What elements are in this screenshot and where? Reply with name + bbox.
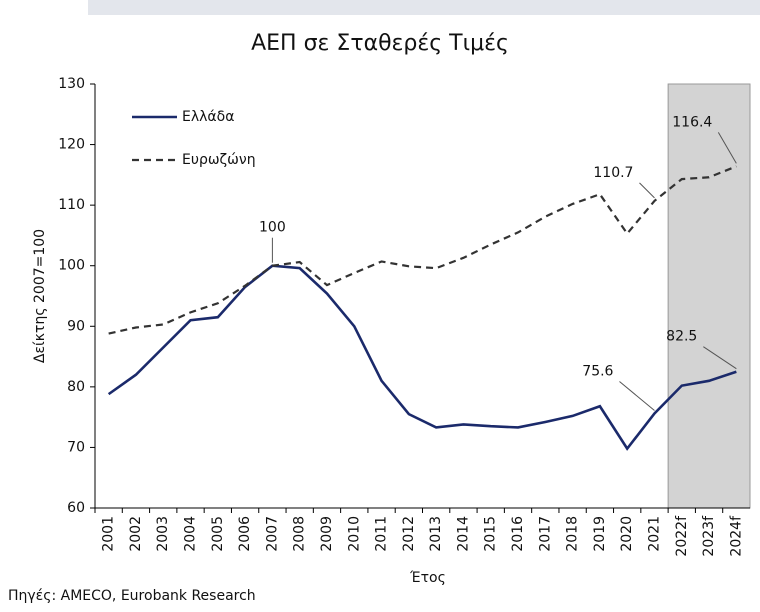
x-tick-group: 2014	[455, 516, 471, 552]
x-tick-group: 2022f	[674, 515, 690, 557]
x-tick-group: 2018	[565, 516, 581, 552]
y-tick-label: 70	[67, 439, 85, 455]
annotation: 82.5	[666, 329, 697, 345]
x-tick-group: 2006	[237, 516, 253, 552]
x-tick-label: 2008	[292, 516, 308, 552]
x-tick-label: 2009	[319, 516, 335, 552]
legend-label: Ευρωζώνη	[182, 152, 256, 168]
x-tick-label: 2011	[374, 516, 390, 552]
series-line	[107, 264, 737, 451]
x-tick-label: 2018	[565, 516, 581, 552]
x-tick-group: 2011	[374, 516, 390, 552]
x-tick-group: 2009	[319, 516, 335, 552]
x-tick-label: 2007	[264, 516, 280, 552]
x-tick-label: 2024f	[728, 515, 744, 557]
x-axis-label: Έτος	[409, 570, 446, 586]
x-tick-label: 2014	[455, 516, 471, 552]
x-tick-group: 2002	[128, 516, 144, 552]
x-tick-label: 2023f	[701, 515, 717, 557]
source-note: Πηγές: AMECO, Eurobank Research	[8, 588, 256, 604]
x-tick-label: 2013	[428, 516, 444, 552]
legend-label: Ελλάδα	[182, 109, 234, 125]
x-tick-group: 2019	[592, 516, 608, 552]
x-tick-label: 2017	[537, 516, 553, 552]
x-tick-group: 2020	[619, 516, 635, 552]
y-tick-label: 80	[67, 379, 85, 395]
annotation-leader	[639, 182, 655, 199]
x-tick-group: 2012	[401, 516, 417, 552]
x-tick-label: 2001	[101, 516, 117, 552]
x-tick-label: 2005	[210, 516, 226, 552]
x-tick-group: 2024f	[728, 515, 744, 557]
x-tick-group: 2016	[510, 516, 526, 552]
x-tick-label: 2015	[483, 516, 499, 552]
annotation-leader	[717, 132, 737, 164]
x-tick-group: 2001	[101, 516, 117, 552]
annotation-leader	[619, 381, 655, 411]
x-tick-group: 2003	[155, 516, 171, 552]
x-tick-label: 2002	[128, 516, 144, 552]
annotation: 75.6	[582, 364, 613, 380]
x-tick-label: 2010	[346, 516, 362, 552]
forecast-shading	[667, 83, 751, 509]
y-axis-label: Δείκτης 2007=100	[32, 229, 48, 363]
x-tick-label: 2016	[510, 516, 526, 552]
x-tick-group: 2007	[264, 516, 280, 552]
x-tick-group: 2010	[346, 516, 362, 552]
y-tick-label: 100	[58, 258, 85, 274]
x-tick-label: 2012	[401, 516, 417, 552]
x-tick-label: 2022f	[674, 515, 690, 557]
x-tick-label: 2003	[155, 516, 171, 552]
y-tick-label: 90	[67, 318, 85, 334]
y-tick-label: 60	[67, 500, 85, 516]
chart-title: ΑΕΠ σε Σταθερές Τιμές	[251, 31, 509, 56]
annotation: 116.4	[672, 114, 712, 130]
x-tick-group: 2008	[292, 516, 308, 552]
series-line	[108, 165, 737, 335]
x-tick-group: 2015	[483, 516, 499, 552]
x-tick-group: 2005	[210, 516, 226, 552]
x-tick-group: 2023f	[701, 515, 717, 557]
x-tick-group: 2017	[537, 516, 553, 552]
x-tick-label: 2006	[237, 516, 253, 552]
x-tick-label: 2021	[646, 516, 662, 552]
annotation: 110.7	[593, 165, 633, 181]
x-tick-label: 2020	[619, 516, 635, 552]
annotation: 100	[259, 220, 286, 236]
y-tick-label: 120	[58, 137, 85, 153]
y-tick-label: 110	[58, 197, 85, 213]
x-tick-label: 2019	[592, 516, 608, 552]
x-tick-group: 2021	[646, 516, 662, 552]
x-tick-group: 2004	[183, 516, 199, 552]
y-tick-label: 130	[58, 76, 85, 92]
x-tick-label: 2004	[183, 516, 199, 552]
annotation-leader	[703, 346, 737, 370]
header-strip	[88, 0, 760, 15]
x-tick-group: 2013	[428, 516, 444, 552]
